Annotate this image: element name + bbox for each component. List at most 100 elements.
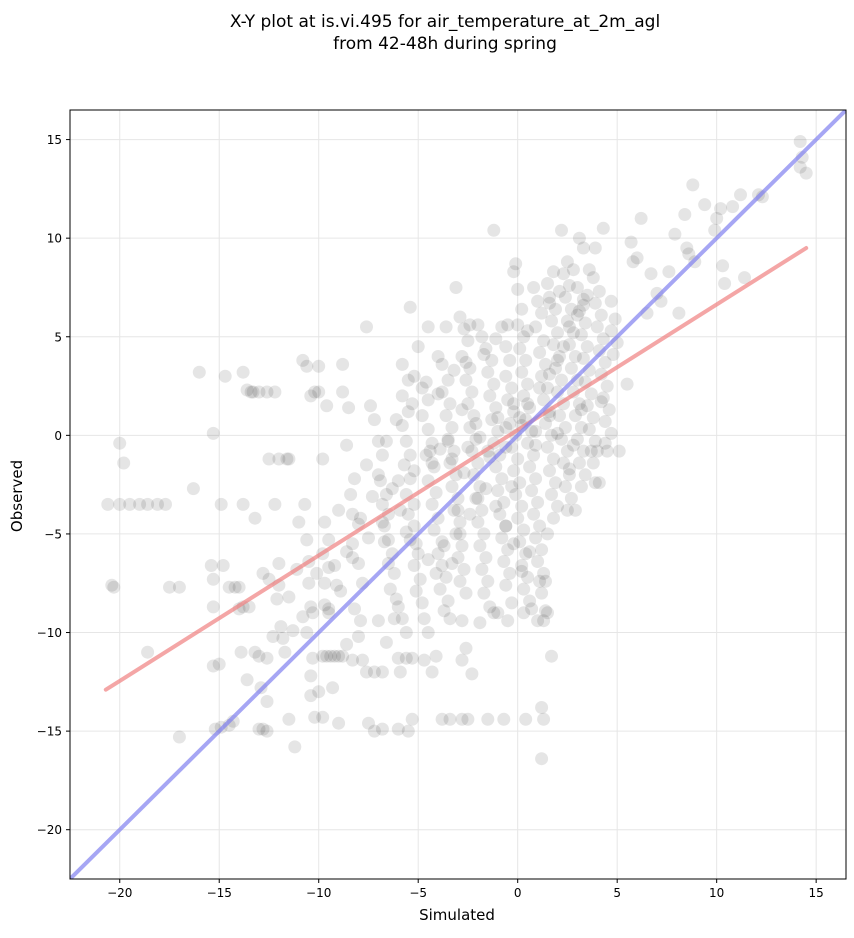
data-point xyxy=(521,397,535,411)
identity-line xyxy=(70,110,846,879)
data-point xyxy=(531,614,545,628)
data-point xyxy=(439,409,453,423)
data-point xyxy=(405,712,419,726)
data-point xyxy=(206,572,220,586)
data-point xyxy=(415,409,429,423)
data-point xyxy=(133,497,147,511)
data-point xyxy=(672,306,686,320)
data-point xyxy=(262,452,276,466)
data-point xyxy=(399,651,413,665)
data-point xyxy=(572,231,586,245)
data-point xyxy=(395,419,409,432)
data-point xyxy=(541,277,554,290)
data-point xyxy=(256,722,270,736)
data-point xyxy=(521,436,535,450)
data-point xyxy=(578,316,592,330)
data-point xyxy=(206,600,220,614)
data-point xyxy=(543,367,556,381)
data-point xyxy=(113,436,127,450)
data-point xyxy=(186,482,200,496)
data-point xyxy=(600,444,614,458)
data-point xyxy=(481,365,495,379)
data-point xyxy=(304,689,318,703)
data-point xyxy=(734,188,747,202)
data-point xyxy=(576,292,590,306)
data-point xyxy=(312,359,326,373)
data-point xyxy=(483,389,497,403)
data-point xyxy=(557,456,570,470)
data-point xyxy=(562,462,576,476)
data-point xyxy=(266,630,280,643)
data-point xyxy=(608,312,622,326)
data-point xyxy=(453,515,467,529)
data-point xyxy=(477,348,491,361)
data-point xyxy=(367,665,381,679)
data-point xyxy=(503,417,517,430)
data-point xyxy=(463,507,477,521)
data-point xyxy=(459,641,473,655)
data-point xyxy=(574,480,588,494)
data-point xyxy=(459,586,473,600)
data-point xyxy=(549,302,562,316)
data-point xyxy=(678,208,692,221)
data-point xyxy=(260,695,274,708)
data-point xyxy=(465,385,479,399)
data-point xyxy=(553,409,566,423)
data-point xyxy=(475,562,489,576)
data-point xyxy=(598,355,612,369)
data-point xyxy=(517,582,531,596)
data-point xyxy=(469,432,483,446)
data-point xyxy=(379,434,393,448)
data-point xyxy=(328,559,342,572)
data-point xyxy=(566,263,580,277)
data-point xyxy=(489,460,503,474)
data-point xyxy=(364,399,377,413)
data-point xyxy=(513,411,527,425)
data-point xyxy=(296,353,310,367)
data-point xyxy=(234,645,248,659)
data-point xyxy=(375,665,389,679)
data-point xyxy=(308,710,322,724)
data-point xyxy=(318,576,332,590)
data-point xyxy=(346,653,359,667)
data-point xyxy=(519,712,533,726)
data-point xyxy=(799,166,813,180)
data-point xyxy=(248,645,262,659)
data-point xyxy=(308,385,322,399)
data-point xyxy=(507,397,521,411)
data-point xyxy=(515,564,529,578)
data-point xyxy=(395,357,409,371)
data-point xyxy=(501,393,515,407)
data-point xyxy=(300,533,314,547)
data-point xyxy=(539,357,552,371)
data-point xyxy=(403,300,417,314)
data-point xyxy=(232,580,246,594)
data-point xyxy=(401,373,415,387)
data-point xyxy=(332,649,346,663)
data-point xyxy=(572,304,586,318)
data-point xyxy=(523,594,537,608)
data-point xyxy=(429,566,443,580)
data-point xyxy=(405,397,419,411)
data-point xyxy=(375,497,389,511)
data-point xyxy=(479,551,493,565)
data-point xyxy=(560,503,574,517)
data-point xyxy=(421,422,435,436)
data-point xyxy=(300,359,314,373)
data-point xyxy=(560,444,574,458)
data-point xyxy=(499,421,513,434)
y-tick-label: −5 xyxy=(44,527,62,541)
data-point xyxy=(141,497,155,511)
data-point xyxy=(206,426,220,440)
data-point xyxy=(320,399,334,413)
data-point xyxy=(377,535,391,549)
data-point xyxy=(352,630,365,643)
data-point xyxy=(584,387,598,401)
data-point xyxy=(379,635,393,649)
data-point xyxy=(570,308,584,322)
x-tick-label: 10 xyxy=(709,886,724,900)
data-point xyxy=(511,511,525,525)
data-point xyxy=(252,649,266,663)
data-point xyxy=(433,582,447,596)
